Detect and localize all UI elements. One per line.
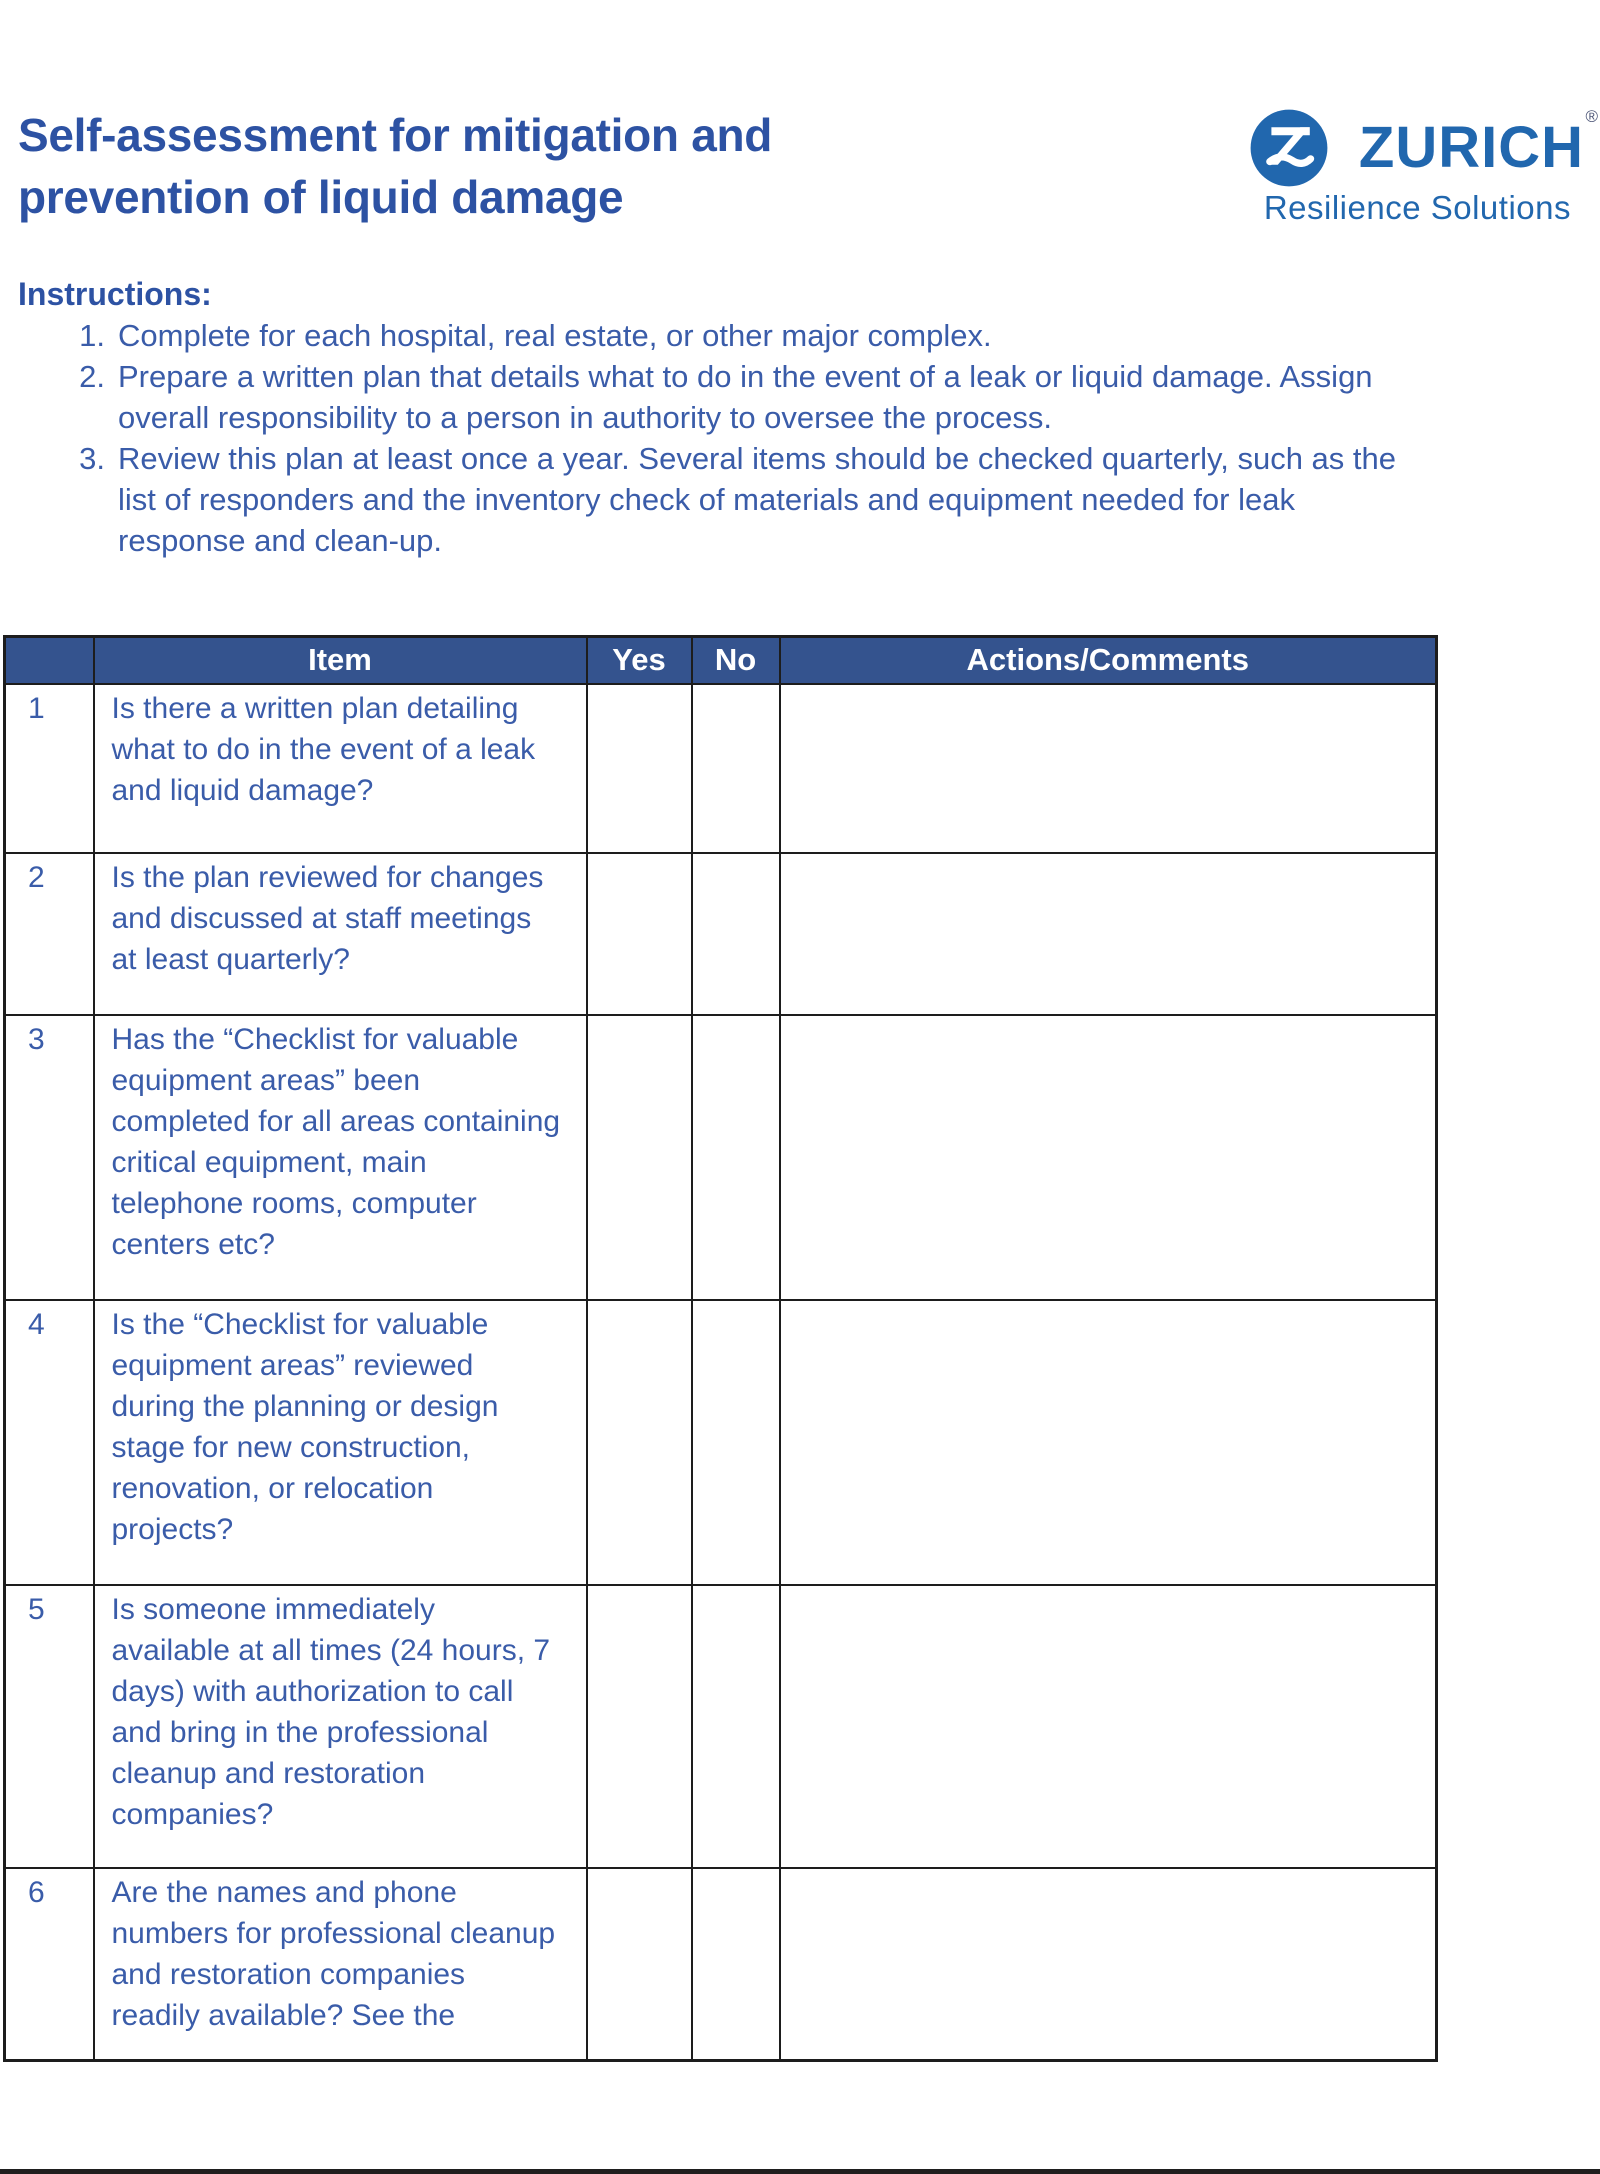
row-number: 5: [3, 1583, 95, 1869]
item-question: Are the names and phone numbers for prof…: [92, 1866, 588, 2062]
yes-answer-cell[interactable]: [585, 1298, 693, 1586]
row-number: 3: [3, 1013, 95, 1301]
actions-comments-cell[interactable]: [778, 851, 1438, 1016]
table-row: 4 Is the “Checklist for valuable equipme…: [3, 1298, 1438, 1586]
page-title: Self-assessment for mitigation and preve…: [18, 109, 773, 223]
yes-answer-cell[interactable]: [585, 851, 693, 1016]
no-answer-cell[interactable]: [690, 1866, 781, 2062]
instruction-text: Review this plan at least once a year. S…: [118, 441, 1397, 558]
zurich-logo-row: ZURICH ®: [1249, 107, 1598, 188]
brand-tagline: Resilience Solutions: [1263, 189, 1571, 226]
actions-comments-cell[interactable]: [778, 1583, 1438, 1869]
item-question: Has the “Checklist for valuable equipmen…: [92, 1013, 588, 1301]
no-answer-cell[interactable]: [690, 682, 781, 854]
assessment-table: Item Yes No Actions/Comments 1 Is there …: [3, 635, 1438, 2062]
table-row: 6 Are the names and phone numbers for pr…: [3, 1866, 1438, 2062]
yes-answer-cell[interactable]: [585, 1583, 693, 1869]
row-number: 1: [3, 682, 95, 854]
yes-answer-cell[interactable]: [585, 1866, 693, 2062]
item-question: Is there a written plan detailing what t…: [92, 682, 588, 854]
table-row: 5 Is someone immediately available at al…: [3, 1583, 1438, 1869]
item-question: Is the “Checklist for valuable equipment…: [92, 1298, 588, 1586]
header-no-column: No: [690, 635, 781, 685]
instruction-number: 1.: [79, 318, 105, 353]
row-number: 4: [3, 1298, 95, 1586]
yes-answer-cell[interactable]: [585, 1013, 693, 1301]
instructions-heading: Instructions:: [18, 276, 212, 312]
table-row: 1 Is there a written plan detailing what…: [3, 682, 1438, 854]
zurich-logo: ZURICH ® Resilience Solutions: [1249, 107, 1598, 227]
row-number: 6: [3, 1866, 95, 2062]
no-answer-cell[interactable]: [690, 1583, 781, 1869]
instructions-section: Instructions: 1. Complete for each hospi…: [18, 274, 1600, 626]
instruction-number: 3.: [79, 441, 105, 476]
actions-comments-cell[interactable]: [778, 1866, 1438, 2062]
table-row: 2 Is the plan reviewed for changes and d…: [3, 851, 1438, 1016]
yes-answer-cell[interactable]: [585, 682, 693, 854]
row-number: 2: [3, 851, 95, 1016]
no-answer-cell[interactable]: [690, 851, 781, 1016]
document-page: ZURICH ® Resilience Solutions Self-asses…: [0, 104, 1600, 2174]
page-cut-border: [0, 2169, 1600, 2174]
item-question: Is the plan reviewed for changes and dis…: [92, 851, 588, 1016]
header-item-column: Item: [92, 635, 588, 685]
actions-comments-cell[interactable]: [778, 1013, 1438, 1301]
no-answer-cell[interactable]: [690, 1298, 781, 1586]
instruction-item: 1. Complete for each hospital, real esta…: [18, 315, 1600, 356]
instruction-text: Complete for each hospital, real estate,…: [118, 318, 992, 353]
instruction-number: 2.: [79, 359, 105, 394]
header-actions-column: Actions/Comments: [778, 635, 1438, 685]
header-yes-column: Yes: [585, 635, 693, 685]
actions-comments-cell[interactable]: [778, 682, 1438, 854]
zurich-z-emblem-icon: [1250, 109, 1328, 187]
instruction-text: Prepare a written plan that details what…: [118, 359, 1373, 435]
instruction-item: 3. Review this plan at least once a year…: [18, 438, 1600, 561]
brand-wordmark: ZURICH: [1358, 115, 1584, 180]
actions-comments-cell[interactable]: [778, 1298, 1438, 1586]
table-header-row: Item Yes No Actions/Comments: [3, 635, 1438, 685]
item-question: Is someone immediately available at all …: [92, 1583, 588, 1869]
registered-trademark-icon: ®: [1585, 107, 1598, 126]
no-answer-cell[interactable]: [690, 1013, 781, 1301]
header-number-column: [3, 635, 95, 685]
instruction-item: 2. Prepare a written plan that details w…: [18, 356, 1600, 438]
table-row: 3 Has the “Checklist for valuable equipm…: [3, 1013, 1438, 1301]
